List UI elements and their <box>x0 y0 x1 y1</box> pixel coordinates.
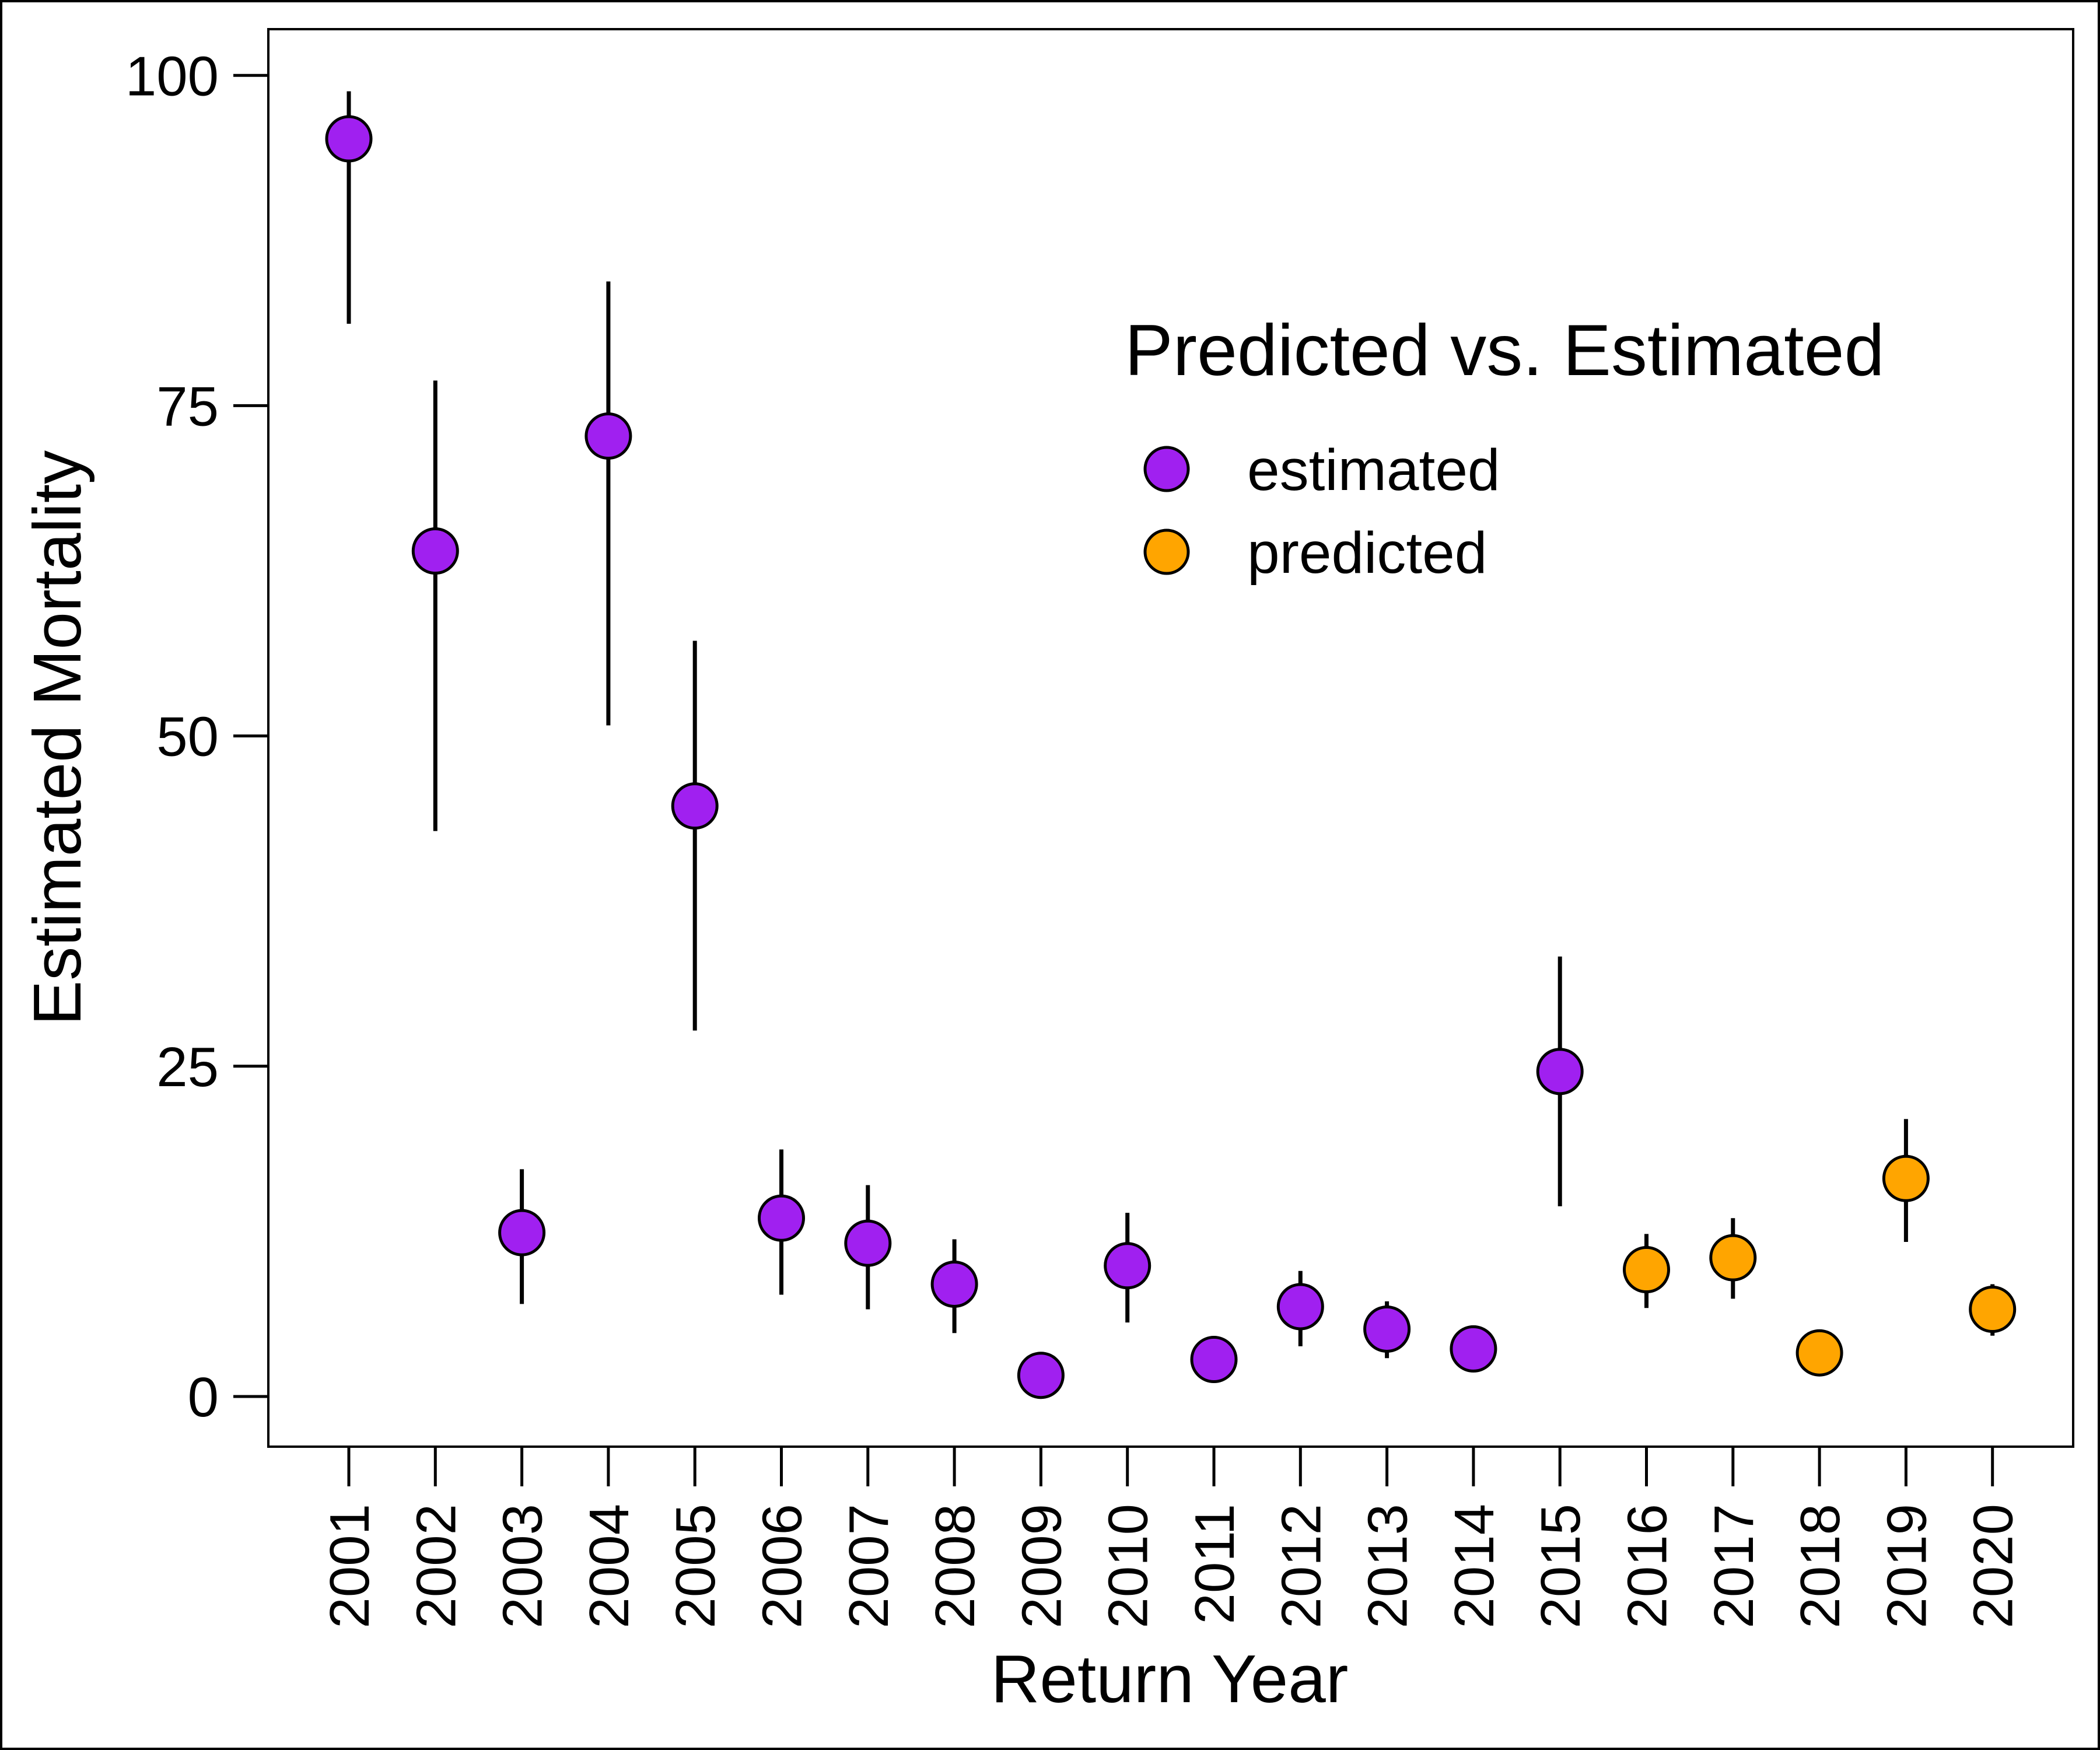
x-tick-label: 2009 <box>1010 1504 1073 1629</box>
x-tick-label: 2014 <box>1443 1504 1506 1629</box>
point-2005 <box>671 782 719 830</box>
x-tick-label: 2006 <box>751 1504 814 1629</box>
point-2001 <box>325 115 373 163</box>
y-tick-label: 50 <box>156 706 219 768</box>
x-tick-label: 2004 <box>578 1504 640 1629</box>
x-tick-label: 2007 <box>838 1504 900 1629</box>
point-2006 <box>758 1194 805 1242</box>
x-tick-label: 2017 <box>1703 1504 1765 1629</box>
point-2018 <box>1796 1329 1843 1377</box>
legend-title: Predicted vs. Estimated <box>1125 310 1885 391</box>
point-2015 <box>1536 1048 1584 1096</box>
legend: Predicted vs. Estimated estimated predic… <box>1125 310 1885 586</box>
x-tick-label: 2020 <box>1962 1504 2025 1629</box>
x-tick-label: 2016 <box>1616 1504 1679 1629</box>
x-tick-label: 2005 <box>664 1504 727 1629</box>
point-2014 <box>1450 1325 1497 1373</box>
y-tick-label: 100 <box>125 45 219 107</box>
y-tick-label: 75 <box>156 375 219 438</box>
x-axis: 2001 2002 2003 2004 2005 2006 2007 2008 2009 2010… <box>318 1447 2025 1629</box>
x-tick-label: 2018 <box>1789 1504 1852 1629</box>
point-2019 <box>1882 1154 1930 1202</box>
x-tick-label: 2012 <box>1270 1504 1332 1629</box>
y-tick-label: 25 <box>156 1036 219 1098</box>
y-tick-label: 0 <box>188 1366 219 1429</box>
x-tick-label: 2001 <box>318 1504 381 1629</box>
point-2012 <box>1276 1283 1324 1331</box>
point-2011 <box>1190 1336 1238 1384</box>
point-2016 <box>1623 1246 1670 1294</box>
x-tick-label: 2015 <box>1530 1504 1592 1629</box>
legend-label-estimated: estimated <box>1247 438 1500 503</box>
legend-marker-estimated <box>1143 446 1190 492</box>
point-2007 <box>844 1219 892 1267</box>
point-2017 <box>1709 1234 1757 1282</box>
x-axis-label: Return Year <box>991 1641 1349 1717</box>
x-tick-label: 2003 <box>492 1504 554 1629</box>
y-axis-label: Estimated Mortality <box>19 450 95 1026</box>
point-2003 <box>498 1209 546 1256</box>
point-2013 <box>1363 1305 1411 1353</box>
point-2009 <box>1017 1352 1065 1399</box>
legend-label-predicted: predicted <box>1247 520 1487 586</box>
plot-panel <box>267 28 2074 1448</box>
point-2002 <box>411 527 459 575</box>
point-2004 <box>584 412 632 460</box>
x-tick-label: 2010 <box>1097 1504 1160 1629</box>
x-tick-label: 2011 <box>1184 1504 1246 1624</box>
x-tick-label: 2019 <box>1875 1504 1938 1629</box>
point-2010 <box>1104 1242 1152 1290</box>
x-tick-label: 2002 <box>405 1504 467 1629</box>
y-axis: 0 25 50 75 100 <box>125 45 268 1429</box>
x-tick-label: 2013 <box>1357 1504 1419 1629</box>
x-tick-label: 2008 <box>924 1504 986 1629</box>
data-points <box>325 115 2017 1399</box>
point-2008 <box>930 1260 978 1308</box>
point-2020 <box>1969 1285 2017 1333</box>
legend-marker-predicted <box>1143 528 1190 575</box>
